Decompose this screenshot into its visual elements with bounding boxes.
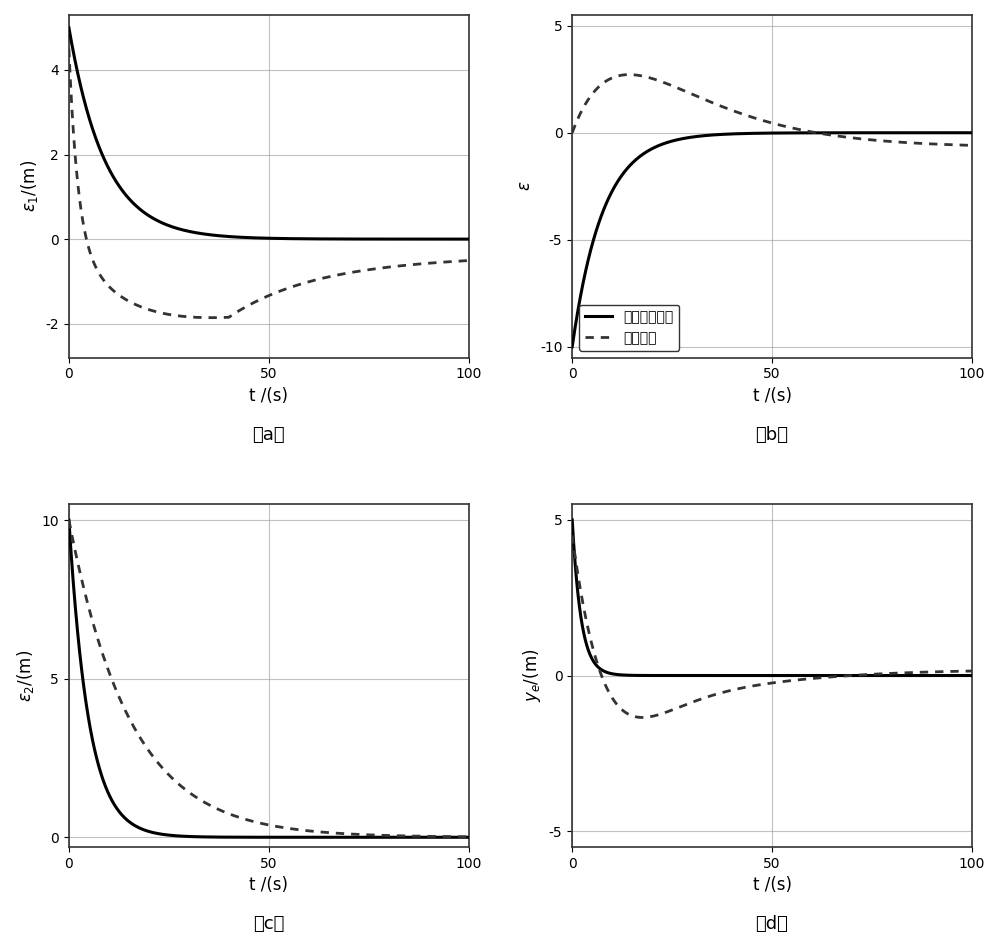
X-axis label: t /(s): t /(s) <box>249 876 288 894</box>
Text: （a）: （a） <box>252 426 285 444</box>
Y-axis label: $\epsilon$: $\epsilon$ <box>516 181 534 191</box>
X-axis label: t /(s): t /(s) <box>249 387 288 405</box>
Text: （d）: （d） <box>756 916 788 934</box>
Y-axis label: $\epsilon_2$/(m): $\epsilon_2$/(m) <box>15 649 36 702</box>
Y-axis label: $y_e$/(m): $y_e$/(m) <box>521 649 543 702</box>
X-axis label: t /(s): t /(s) <box>753 387 792 405</box>
Legend: 有限时间级联, 级联控制: 有限时间级联, 级联控制 <box>579 305 679 351</box>
Text: （c）: （c） <box>253 916 284 934</box>
Y-axis label: $\epsilon_1$/(m): $\epsilon_1$/(m) <box>19 160 40 213</box>
X-axis label: t /(s): t /(s) <box>753 876 792 894</box>
Text: （b）: （b） <box>756 426 789 444</box>
